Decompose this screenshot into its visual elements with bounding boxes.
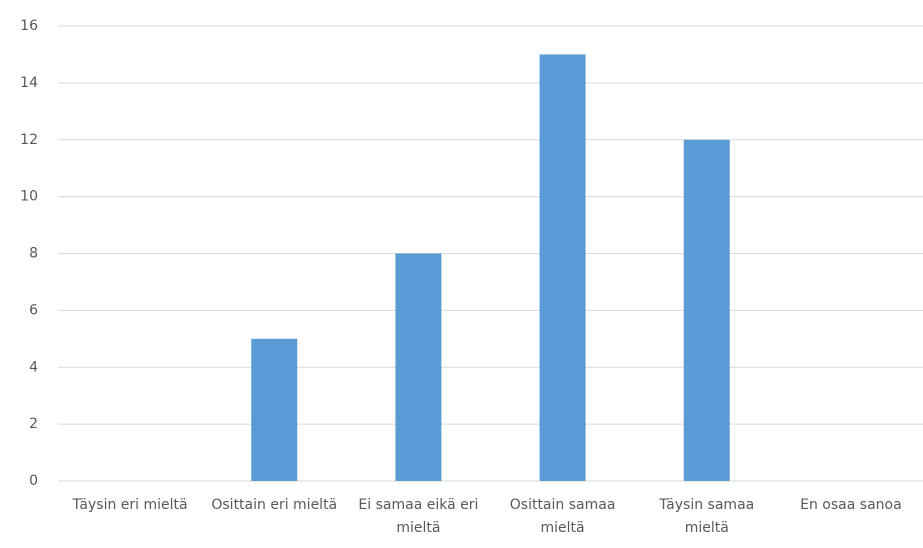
y-tick-label: 16 [20, 18, 38, 34]
bar [539, 54, 586, 481]
y-tick-label: 2 [29, 416, 38, 432]
y-tick-label: 0 [29, 473, 38, 489]
bar [395, 253, 442, 481]
y-tick-label: 12 [20, 132, 38, 148]
y-tick-label: 4 [29, 359, 38, 375]
x-tick-label: Ei samaa eikä eri mieltä [358, 497, 479, 536]
y-tick-label: 6 [29, 302, 38, 318]
x-tick-label: Täysin eri mieltä [72, 497, 188, 513]
bar [251, 338, 298, 481]
x-tick-label: Osittain samaa mieltä [509, 497, 616, 536]
y-tick-label: 10 [20, 189, 38, 205]
x-tick-label: Täysin samaa mieltä [659, 497, 755, 536]
y-tick-label: 14 [20, 75, 38, 91]
x-tick-label: Osittain eri mieltä [211, 497, 338, 513]
bar [683, 139, 730, 481]
y-tick-label: 8 [29, 246, 38, 262]
x-tick-label: En osaa sanoa [800, 497, 902, 513]
